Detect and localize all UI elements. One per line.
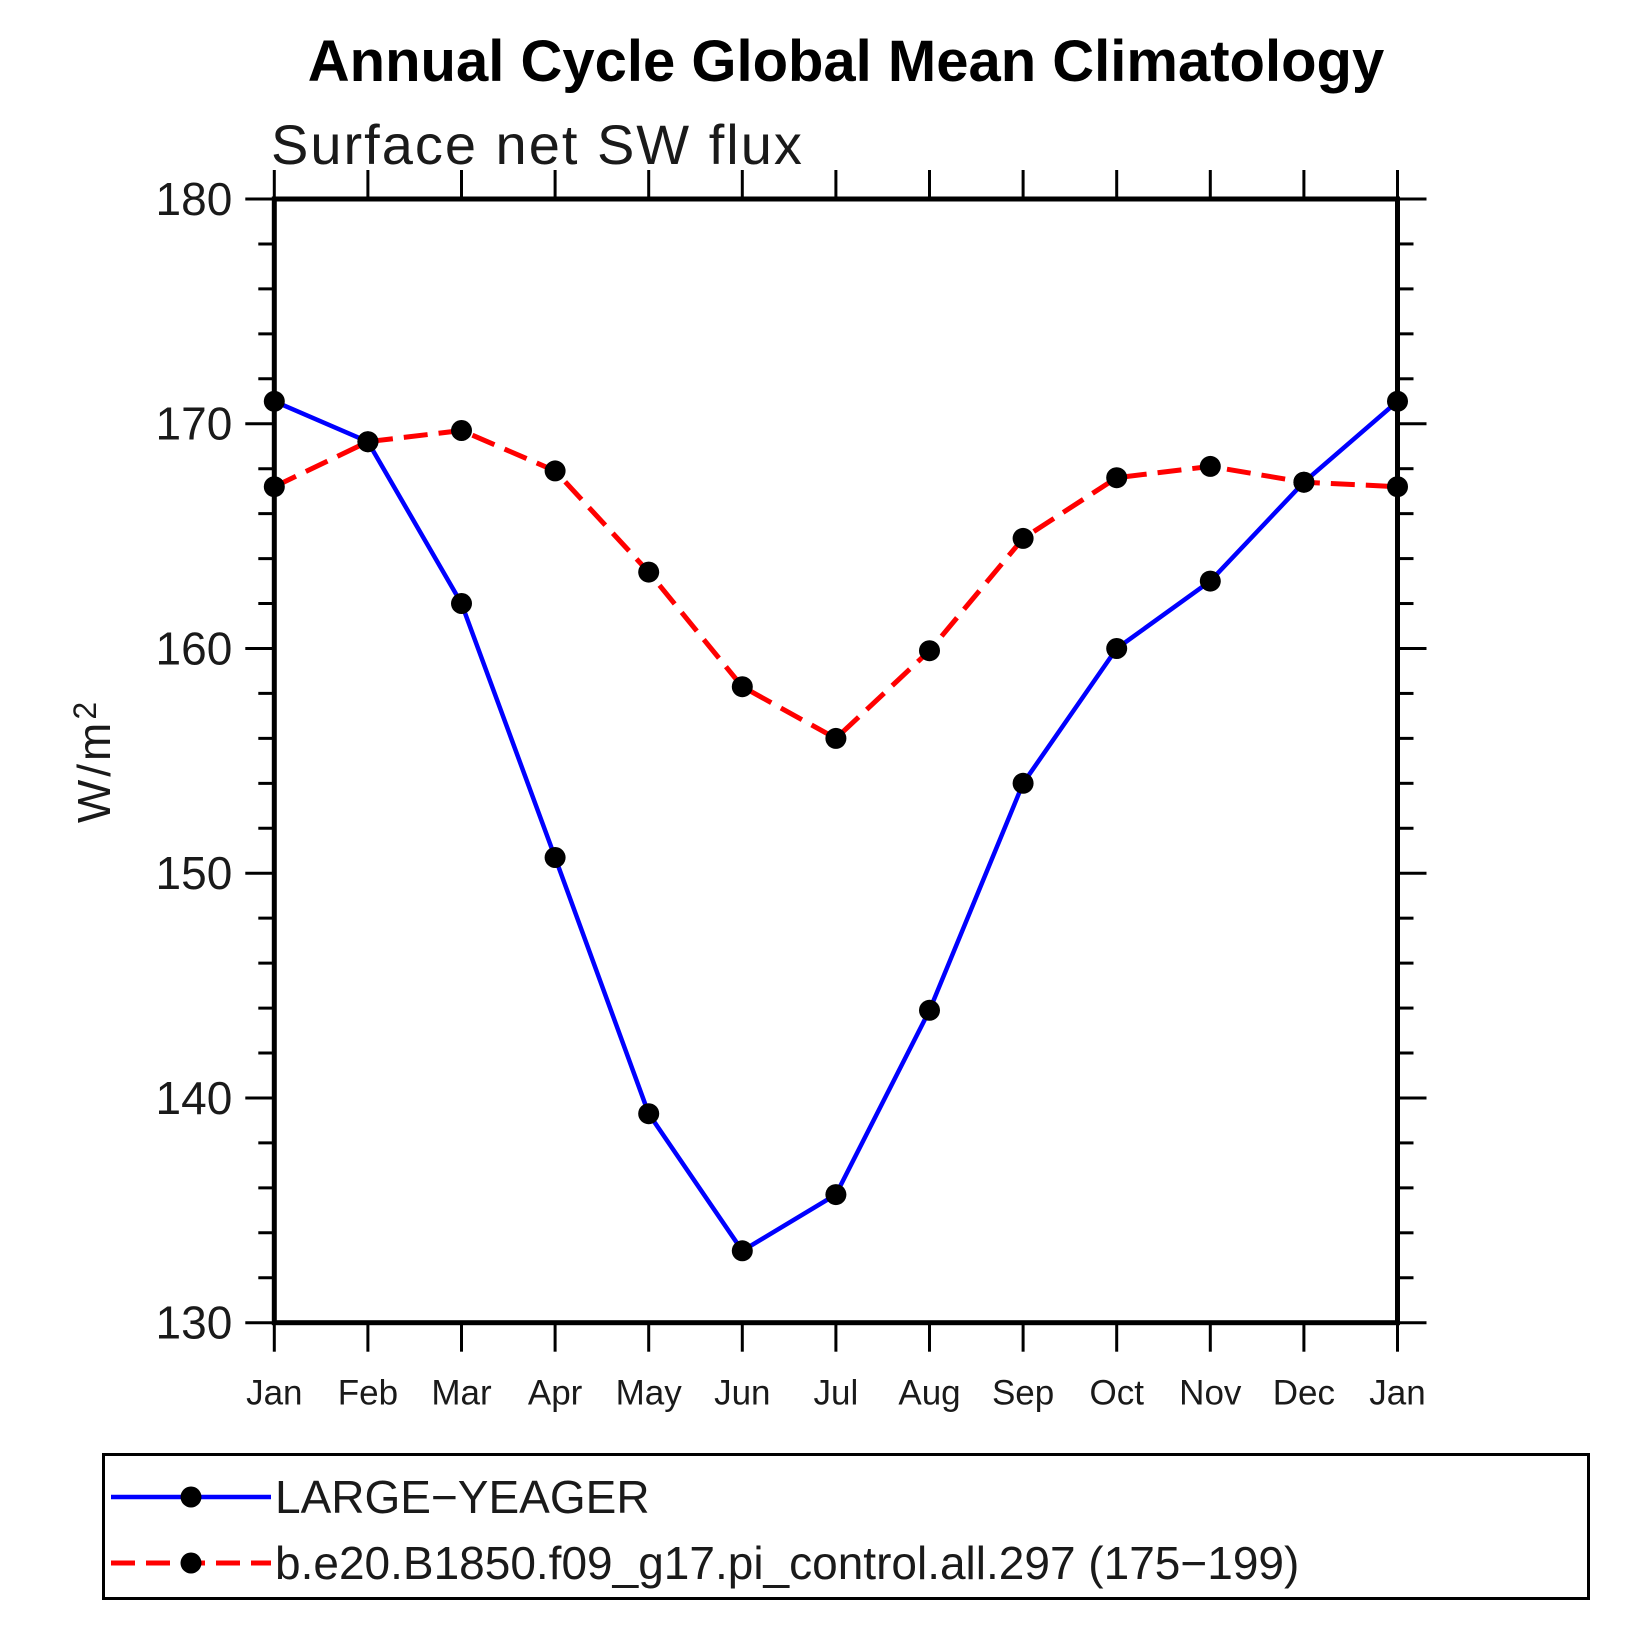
data-point-series-1 bbox=[1293, 471, 1315, 493]
data-point-series-0 bbox=[1387, 390, 1408, 412]
data-point-series-1 bbox=[919, 640, 940, 662]
data-point-series-0 bbox=[919, 999, 940, 1021]
data-point-series-0 bbox=[638, 1103, 660, 1125]
data-point-series-0 bbox=[451, 593, 472, 614]
data-point-series-1 bbox=[1106, 467, 1128, 489]
data-point-series-1 bbox=[1387, 476, 1408, 498]
legend-label-large-yeager: LARGE−YEAGER bbox=[275, 1471, 650, 1523]
data-point-series-0 bbox=[544, 847, 566, 868]
data-point-series-1 bbox=[1199, 455, 1221, 477]
y-axis-label: 160 bbox=[156, 622, 233, 674]
x-axis-label: Jan bbox=[1369, 1374, 1425, 1413]
x-axis-label: Oct bbox=[1089, 1374, 1144, 1413]
legend-box: LARGE−YEAGER b.e20.B1850.f09_g17.pi_cont… bbox=[102, 1453, 1590, 1600]
x-axis-label: Mar bbox=[431, 1374, 492, 1413]
x-axis-label: Aug bbox=[898, 1374, 960, 1413]
y-axis-label: 150 bbox=[156, 847, 233, 899]
y-axis-label: 140 bbox=[156, 1072, 233, 1124]
series-line-1 bbox=[273, 428, 1398, 741]
x-axis-label: Dec bbox=[1273, 1374, 1335, 1413]
x-axis-label: Jul bbox=[814, 1374, 859, 1413]
x-axis-label: Apr bbox=[528, 1374, 583, 1413]
data-point-series-1 bbox=[451, 420, 472, 441]
plot-frame bbox=[271, 196, 1400, 1326]
y-axis-label: 130 bbox=[156, 1297, 233, 1349]
x-axis-label: Feb bbox=[338, 1374, 398, 1413]
data-point-series-1 bbox=[731, 676, 753, 698]
legend-marker-dot bbox=[180, 1486, 202, 1508]
x-axis-label: Jan bbox=[246, 1374, 302, 1413]
legend-marker-dot bbox=[180, 1552, 202, 1574]
y-axis-label: 170 bbox=[156, 398, 233, 450]
data-point-series-1 bbox=[263, 476, 285, 498]
data-point-series-0 bbox=[1199, 570, 1221, 592]
data-point-series-1 bbox=[638, 561, 660, 583]
data-point-series-1 bbox=[357, 431, 379, 453]
legend-sample-dashed-line bbox=[111, 1552, 271, 1574]
data-point-series-1 bbox=[1012, 527, 1034, 549]
data-point-series-1 bbox=[825, 727, 847, 749]
chart-title: Annual Cycle Global Mean Climatology bbox=[307, 29, 1385, 94]
chart-subtitle: Surface net SW flux bbox=[271, 113, 804, 176]
data-point-series-0 bbox=[1106, 638, 1128, 659]
x-axis-label: Jun bbox=[714, 1374, 770, 1413]
data-point-series-1 bbox=[544, 460, 566, 482]
x-axis-label: Sep bbox=[992, 1374, 1054, 1413]
data-point-series-0 bbox=[825, 1184, 847, 1206]
y-axis-label: 180 bbox=[156, 173, 233, 225]
legend-sample-solid-line bbox=[111, 1486, 271, 1508]
x-axis-label: May bbox=[616, 1374, 683, 1413]
x-axis-label: Nov bbox=[1179, 1374, 1242, 1413]
data-point-series-0 bbox=[1012, 772, 1034, 794]
data-point-series-0 bbox=[263, 390, 285, 412]
data-point-series-0 bbox=[731, 1240, 753, 1262]
legend-label-model-run: b.e20.B1850.f09_g17.pi_control.all.297 (… bbox=[275, 1537, 1300, 1589]
series-line-0 bbox=[273, 399, 1399, 1254]
